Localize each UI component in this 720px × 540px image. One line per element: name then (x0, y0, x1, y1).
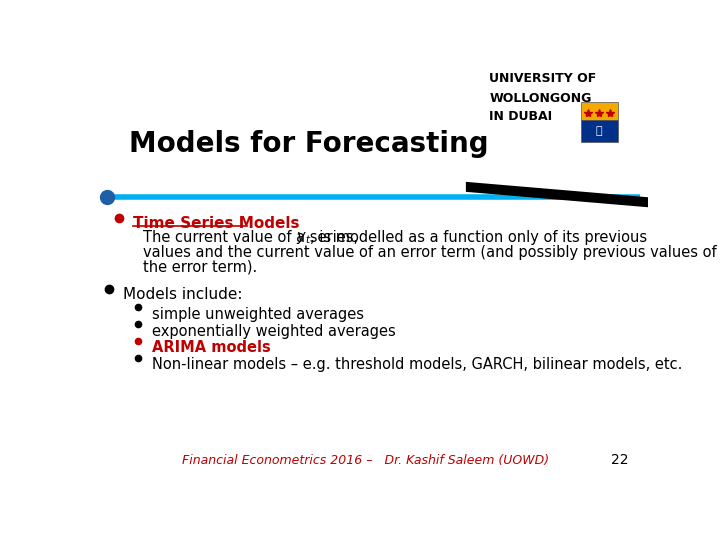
Text: 22: 22 (611, 453, 629, 467)
Text: the error term).: the error term). (143, 260, 257, 275)
Polygon shape (466, 182, 648, 207)
Text: Models include:: Models include: (122, 287, 242, 302)
Text: values and the current value of an error term (and possibly previous values of: values and the current value of an error… (143, 245, 716, 260)
Text: $y_t$: $y_t$ (296, 231, 312, 246)
FancyBboxPatch shape (580, 120, 618, 142)
Text: The current value of a series,: The current value of a series, (143, 231, 362, 245)
Text: Models for Forecasting: Models for Forecasting (129, 130, 488, 158)
Text: Non-linear models – e.g. threshold models, GARCH, bilinear models, etc.: Non-linear models – e.g. threshold model… (152, 357, 683, 373)
Text: Time Series Models: Time Series Models (132, 217, 299, 232)
Text: 📖: 📖 (596, 126, 603, 136)
Text: exponentially weighted averages: exponentially weighted averages (152, 323, 396, 339)
Text: Financial Econometrics 2016 –   Dr. Kashif Saleem (UOWD): Financial Econometrics 2016 – Dr. Kashif… (181, 454, 549, 467)
Text: simple unweighted averages: simple unweighted averages (152, 307, 364, 322)
Text: ARIMA models: ARIMA models (152, 340, 271, 355)
Text: UNIVERSITY OF
WOLLONGONG
IN DUBAI: UNIVERSITY OF WOLLONGONG IN DUBAI (489, 72, 596, 124)
FancyBboxPatch shape (580, 102, 618, 120)
Text: , is modelled as a function only of its previous: , is modelled as a function only of its … (310, 231, 647, 245)
